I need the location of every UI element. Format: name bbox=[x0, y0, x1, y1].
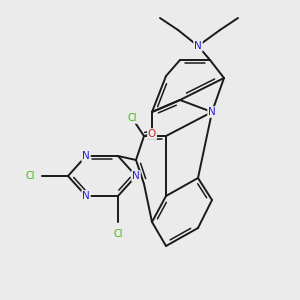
Text: Cl: Cl bbox=[25, 171, 35, 181]
Text: Cl: Cl bbox=[127, 113, 137, 123]
Text: Cl: Cl bbox=[113, 229, 123, 239]
Text: N: N bbox=[82, 151, 90, 161]
Text: N: N bbox=[208, 107, 216, 117]
Text: N: N bbox=[132, 171, 140, 181]
Text: N: N bbox=[194, 41, 202, 51]
Text: N: N bbox=[82, 191, 90, 201]
Text: O: O bbox=[148, 129, 156, 139]
